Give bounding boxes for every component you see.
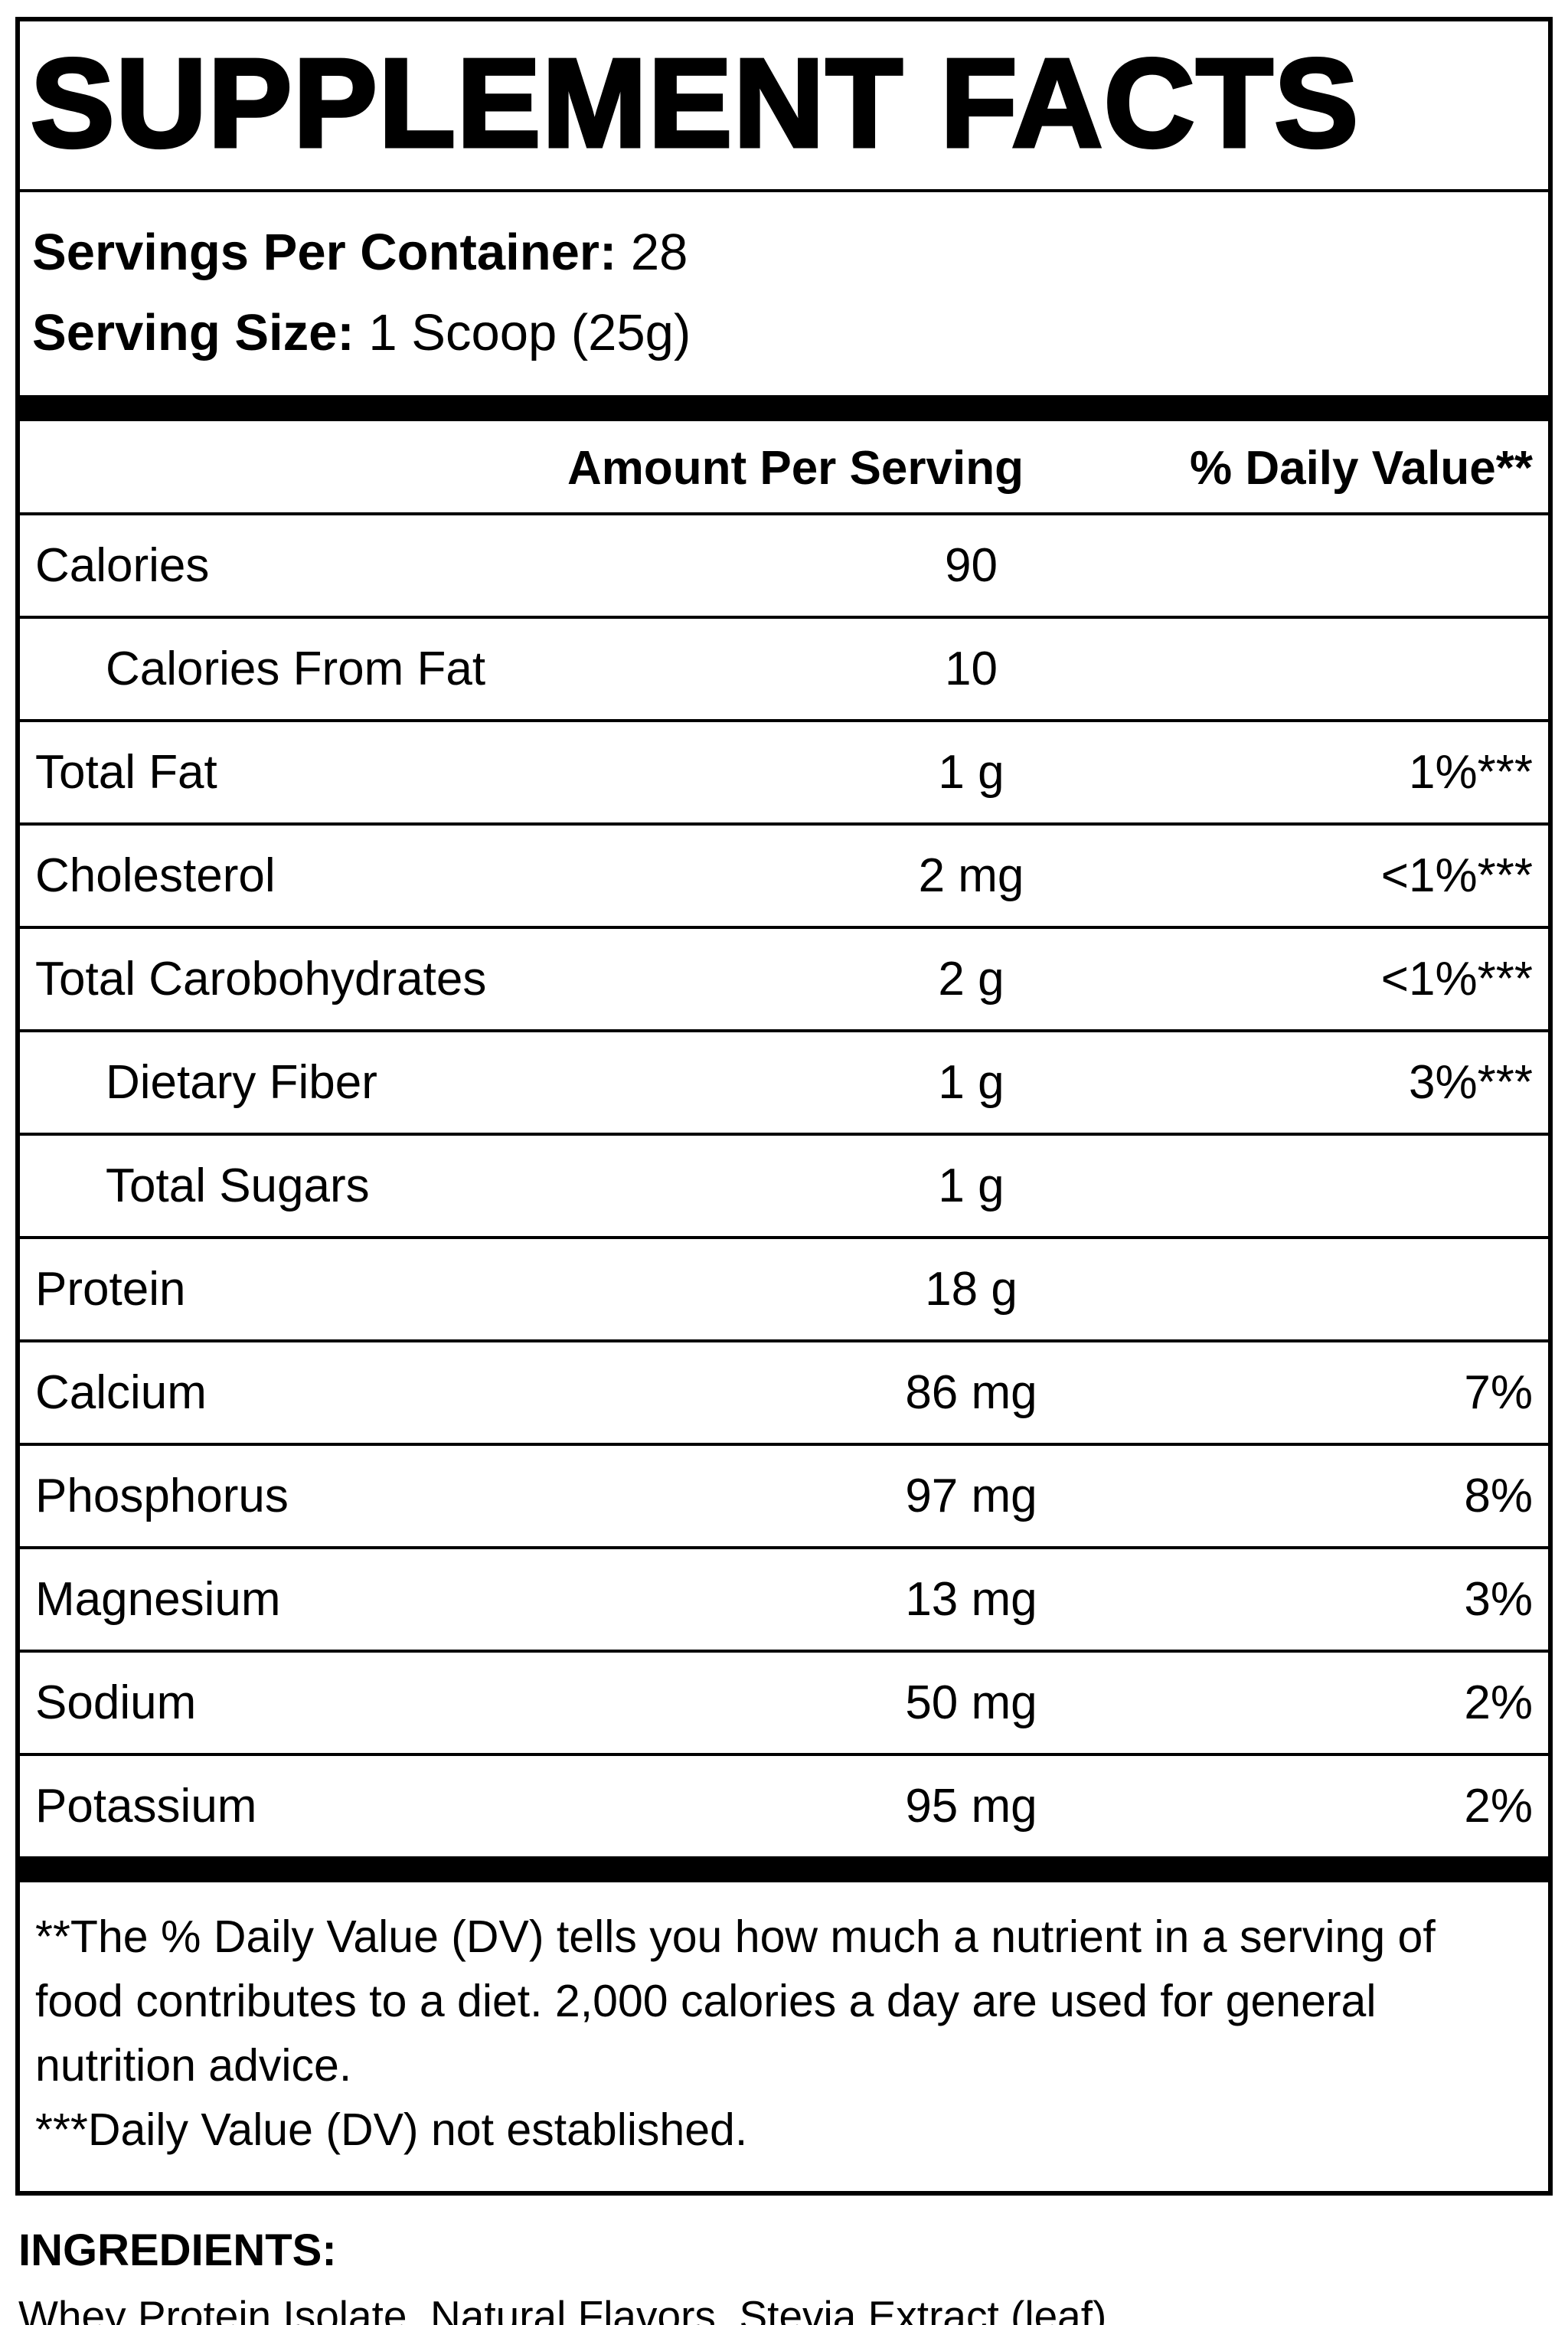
row-total-sugars: Total Sugars 1 g	[20, 1133, 1548, 1236]
nutrient-amount: 90	[945, 539, 998, 593]
nutrient-amount: 2 g	[938, 953, 1004, 1006]
nutrient-dv: 1%***	[1409, 746, 1533, 800]
top-divider-bar	[20, 395, 1548, 422]
ingredients-heading: INGREDIENTS:	[18, 2225, 337, 2276]
bottom-divider-bar	[20, 1856, 1548, 1883]
nutrient-name: Dietary Fiber	[106, 1056, 377, 1110]
supplement-facts-panel: SUPPLEMENT FACTS Servings Per Container:…	[15, 17, 1553, 2196]
nutrient-dv: 2%	[1464, 1780, 1533, 1833]
daily-value-footnote: **The % Daily Value (DV) tells you how m…	[35, 1911, 1436, 2091]
row-protein: Protein 18 g	[20, 1236, 1548, 1339]
nutrient-amount: 13 mg	[905, 1573, 1037, 1627]
servings-per-container-value: 28	[630, 223, 688, 281]
nutrient-name: Total Carobohydrates	[35, 953, 487, 1006]
daily-value-header: % Daily Value**	[1189, 442, 1533, 495]
row-calories: Calories 90	[20, 512, 1548, 616]
row-calcium: Calcium 86 mg 7%	[20, 1339, 1548, 1443]
footnotes: **The % Daily Value (DV) tells you how m…	[20, 1882, 1548, 2191]
nutrient-dv: 2%	[1464, 1676, 1533, 1730]
not-established-footnote: ***Daily Value (DV) not established.	[35, 2104, 748, 2155]
nutrient-name: Magnesium	[35, 1573, 281, 1627]
amount-per-serving-header: Amount Per Serving	[567, 442, 1024, 495]
serving-size-label: Serving Size:	[32, 304, 354, 362]
servings-per-container: Servings Per Container: 28	[32, 212, 1536, 293]
nutrient-name: Cholesterol	[35, 849, 276, 903]
row-sodium: Sodium 50 mg 2%	[20, 1650, 1548, 1753]
serving-size: Serving Size: 1 Scoop (25g)	[32, 293, 1536, 374]
row-total-carbohydrates: Total Carobohydrates 2 g <1%***	[20, 926, 1548, 1029]
row-phosphorus: Phosphorus 97 mg 8%	[20, 1443, 1548, 1546]
nutrient-amount: 50 mg	[905, 1676, 1037, 1730]
nutrient-name: Total Fat	[35, 746, 217, 800]
nutrient-amount: 86 mg	[905, 1366, 1037, 1420]
nutrient-amount: 95 mg	[905, 1780, 1037, 1833]
serving-info: Servings Per Container: 28 Serving Size:…	[20, 192, 1548, 396]
serving-size-value: 1 Scoop (25g)	[368, 304, 691, 362]
nutrient-dv: 7%	[1464, 1366, 1533, 1420]
nutrient-name: Calories From Fat	[106, 643, 486, 696]
row-cholesterol: Cholesterol 2 mg <1%***	[20, 822, 1548, 926]
row-potassium: Potassium 95 mg 2%	[20, 1753, 1548, 1856]
nutrient-amount: 97 mg	[905, 1470, 1037, 1523]
nutrient-name: Calories	[35, 539, 210, 593]
nutrient-name: Total Sugars	[106, 1159, 370, 1213]
nutrient-name: Calcium	[35, 1366, 207, 1420]
row-dietary-fiber: Dietary Fiber 1 g 3%***	[20, 1029, 1548, 1133]
nutrient-amount: 1 g	[938, 1056, 1004, 1110]
nutrient-name: Sodium	[35, 1676, 197, 1730]
row-total-fat: Total Fat 1 g 1%***	[20, 719, 1548, 822]
servings-per-container-label: Servings Per Container:	[32, 223, 617, 281]
column-header-row: Amount Per Serving % Daily Value**	[20, 421, 1548, 512]
nutrient-amount: 2 mg	[918, 849, 1024, 903]
facts-title: SUPPLEMENT FACTS	[20, 21, 1548, 192]
nutrient-amount: 1 g	[938, 1159, 1004, 1213]
nutrient-name: Potassium	[35, 1780, 257, 1833]
ingredients-section: INGREDIENTS: Whey Protein Isolate, Natur…	[15, 2196, 1553, 2325]
nutrient-name: Phosphorus	[35, 1470, 289, 1523]
nutrient-amount: 10	[945, 643, 998, 696]
nutrient-amount: 1 g	[938, 746, 1004, 800]
nutrient-amount: 18 g	[925, 1263, 1018, 1316]
nutrient-name: Protein	[35, 1263, 186, 1316]
nutrient-dv: <1%***	[1380, 953, 1533, 1006]
ingredients-list: Whey Protein Isolate, Natural Flavors, S…	[18, 2292, 1119, 2325]
nutrient-dv: 3%	[1464, 1573, 1533, 1627]
nutrient-dv: 8%	[1464, 1470, 1533, 1523]
row-magnesium: Magnesium 13 mg 3%	[20, 1546, 1548, 1650]
nutrient-dv: 3%***	[1409, 1056, 1533, 1110]
nutrient-dv: <1%***	[1380, 849, 1533, 903]
row-calories-from-fat: Calories From Fat 10	[20, 616, 1548, 719]
